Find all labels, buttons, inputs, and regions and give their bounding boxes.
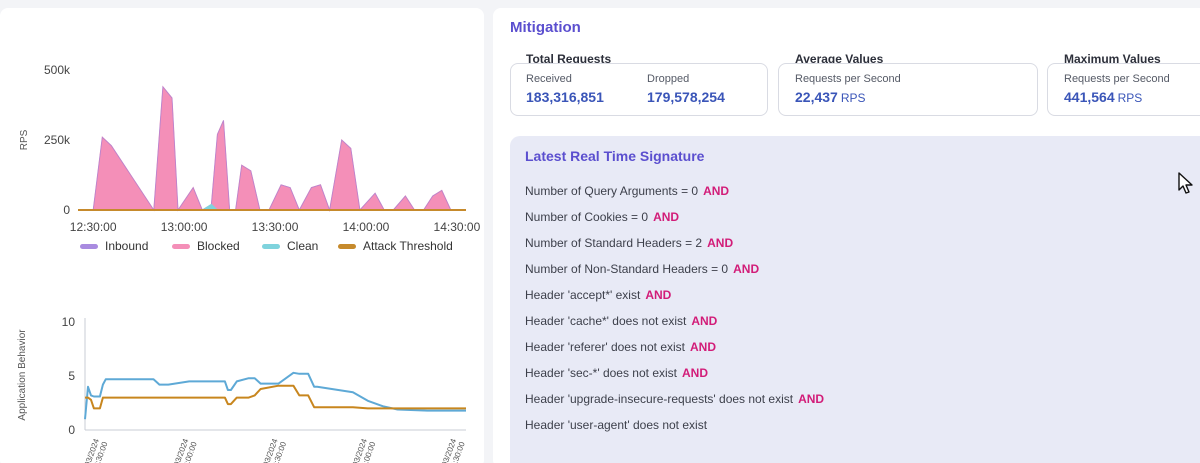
maximum-rps-unit: RPS [1117,91,1143,105]
received-label: Received [526,73,572,85]
charts-panel: 500k 250k 0 RPS 12:30:00 13:00:00 13:30:00 14:0… [0,8,484,463]
average-values-card: Requests per Second 22,437 RPS [778,63,1038,116]
behavior-y-tick: 10 [62,315,76,329]
signature-condition: Number of Standard Headers = 2 [525,236,703,250]
signature-condition: Number of Non-Standard Headers = 0 [525,262,729,276]
total-requests-heading: Total Requests [526,52,612,66]
maximum-rps-value: 441,564 RPS [1064,89,1142,105]
average-rps-label: Requests per Second [795,73,901,85]
signature-condition: Header 'upgrade-insecure-requests' does … [525,392,794,406]
behavior-series-threshold [85,384,466,410]
signature-condition: Header 'sec-*' does not exist [525,366,677,380]
maximum-rps-label: Requests per Second [1064,73,1170,85]
rps-x-tick: 13:30:00 [252,220,299,234]
signature-line: Number of Query Arguments = 0 AND [525,184,729,198]
signature-line: Header 'sec-*' does not exist AND [525,366,708,380]
legend-swatch-clean [262,244,280,249]
rps-y-label: RPS [19,129,30,150]
legend-swatch-inbound [80,244,98,249]
mitigation-panel: Mitigation Total Requests Received 183,3… [493,8,1200,463]
signature-line: Number of Cookies = 0 AND [525,210,679,224]
average-rps-number: 22,437 [795,89,838,105]
mitigation-title: Mitigation [510,19,581,36]
behavior-y-label: Application Behavior [17,329,28,421]
signature-line: Number of Non-Standard Headers = 0 AND [525,262,759,276]
legend-label-clean: Clean [287,239,318,253]
rps-chart: 500k 250k 0 RPS 12:30:00 13:00:00 13:30:00 14:0… [19,63,481,253]
rps-series-inbound [78,86,466,212]
rps-x-tick: 13:00:00 [161,220,208,234]
legend-label-blocked: Blocked [197,239,240,253]
received-value: 183,316,851 [526,89,604,105]
mouse-cursor-icon [1178,172,1193,194]
legend-label-inbound: Inbound [105,239,148,253]
real-time-signature-box: Latest Real Time Signature Number of Que… [510,136,1200,463]
rps-x-tick: 14:00:00 [343,220,390,234]
signature-and-operator: AND [691,314,718,328]
maximum-values-card: Requests per Second 441,564 RPS [1047,63,1200,116]
average-values-heading: Average Values [795,52,884,66]
signature-and-operator: AND [798,392,825,406]
signature-line: Header 'upgrade-insecure-requests' does … [525,392,824,406]
signature-title: Latest Real Time Signature [525,148,705,164]
signature-condition: Header 'accept*' exist [525,288,641,302]
behavior-y-tick: 5 [68,369,75,383]
signature-and-operator: AND [707,236,734,250]
legend-label-attack-threshold: Attack Threshold [363,239,453,253]
maximum-values-heading: Maximum Values [1064,52,1161,66]
legend-swatch-blocked [172,244,190,249]
rps-x-tick: 12:30:00 [70,220,117,234]
signature-and-operator: AND [733,262,760,276]
signature-line: Header 'cache*' does not exist AND [525,314,717,328]
average-rps-value: 22,437 RPS [795,89,866,105]
dropped-value: 179,578,254 [647,89,725,105]
behavior-y-tick: 0 [68,423,75,437]
signature-line: Header 'user-agent' does not exist [525,418,707,432]
signature-line: Header 'referer' does not exist AND [525,340,716,354]
maximum-rps-number: 441,564 [1064,89,1115,105]
rps-y-tick: 250k [44,133,71,147]
signature-line: Header 'accept*' exist AND [525,288,671,302]
average-rps-unit: RPS [840,91,866,105]
signature-line: Number of Standard Headers = 2 AND [525,236,733,250]
rps-x-tick: 14:30:00 [434,220,481,234]
signature-and-operator: AND [682,366,708,380]
signature-and-operator: AND [653,210,680,224]
legend-swatch-attack-threshold [338,244,356,249]
signature-condition: Number of Query Arguments = 0 [525,184,699,198]
behavior-series-behavior [84,371,466,420]
total-requests-card: Received 183,316,851 Dropped 179,578,254 [510,63,768,116]
dropped-label: Dropped [647,73,690,85]
rps-y-tick: 0 [63,203,70,217]
signature-condition: Header 'user-agent' does not exist [525,418,708,432]
signature-condition: Header 'referer' does not exist [525,340,685,354]
signature-and-operator: AND [703,184,730,198]
signature-condition: Number of Cookies = 0 [525,210,649,224]
signature-and-operator: AND [645,288,672,302]
signature-and-operator: AND [690,340,716,354]
rps-y-tick: 500k [44,63,71,77]
signature-condition: Header 'cache*' does not exist [525,314,687,328]
